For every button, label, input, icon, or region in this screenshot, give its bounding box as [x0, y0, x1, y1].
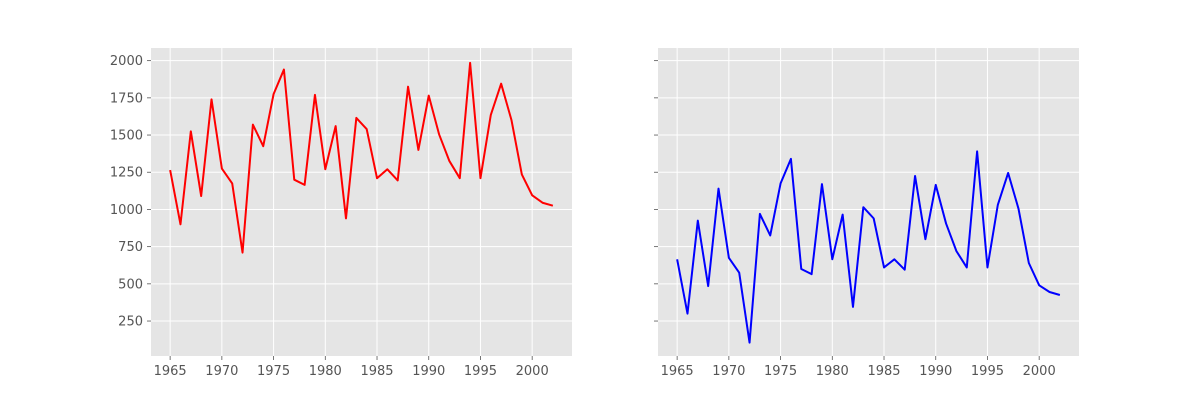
series-line-0	[676, 150, 1061, 344]
x-tick-label: 1965	[661, 364, 694, 379]
y-tick-label: 250	[118, 315, 143, 330]
series-line-0	[169, 61, 554, 254]
x-tick-label: 1995	[464, 364, 497, 379]
x-tick-label: 1990	[412, 364, 445, 379]
chart-left-red-line: 1965 1970 1975 1980 1985 1990 1995 2000 250 500 75…	[110, 48, 572, 379]
y-tick-label: 1000	[110, 203, 143, 218]
x-tick-label: 1985	[867, 364, 900, 379]
y-tick-label: 500	[118, 277, 143, 292]
x-tick-label: 1965	[154, 364, 187, 379]
y-tick-label: 2000	[110, 54, 143, 69]
chart-right-blue-line: 1965 1970 1975 1980 1985 1990 1995 2000	[654, 48, 1079, 379]
x-tick-label: 1975	[764, 364, 797, 379]
x-tick-label: 1985	[360, 364, 393, 379]
x-tick-label: 1980	[309, 364, 342, 379]
plot-area	[151, 48, 572, 356]
y-tick-label: 750	[118, 240, 143, 255]
x-tick-label: 1975	[257, 364, 290, 379]
y-tick-label: 1500	[110, 129, 143, 144]
x-tick-label: 1980	[816, 364, 849, 379]
y-tick-label: 1750	[110, 91, 143, 106]
x-tick-label: 1970	[712, 364, 745, 379]
x-tick-label: 1990	[919, 364, 952, 379]
x-tick-label: 2000	[516, 364, 549, 379]
x-tick-label: 2000	[1023, 364, 1056, 379]
x-tick-label: 1970	[205, 364, 238, 379]
x-tick-label: 1995	[971, 364, 1004, 379]
y-tick-label: 1250	[110, 166, 143, 181]
plot-area	[658, 48, 1079, 356]
